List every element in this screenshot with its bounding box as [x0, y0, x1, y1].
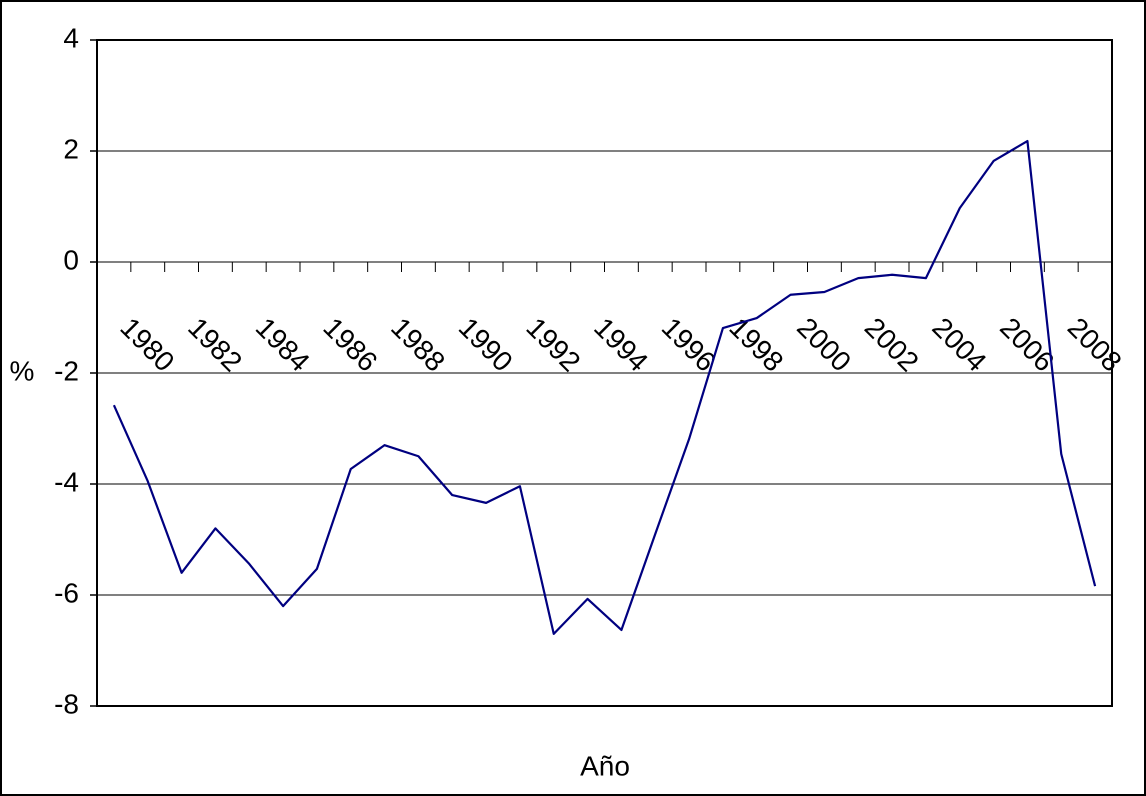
- y-tick-label: -2: [54, 355, 79, 386]
- y-tick-label: -6: [54, 577, 79, 608]
- y-tick-label: -4: [54, 466, 79, 497]
- y-axis-label: %: [10, 355, 35, 386]
- y-tick-label: -8: [54, 688, 79, 719]
- data-line: [112, 139, 1097, 635]
- x-axis-label: Año: [580, 750, 630, 781]
- y-tick-label: 0: [63, 244, 79, 275]
- plot-border: [96, 39, 1113, 707]
- y-tick-label: 4: [63, 22, 79, 53]
- y-tick-label: 2: [63, 133, 79, 164]
